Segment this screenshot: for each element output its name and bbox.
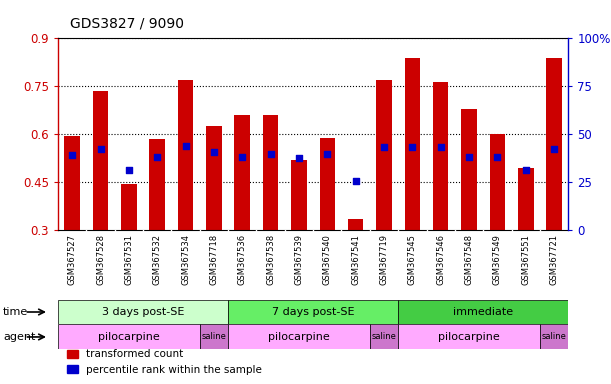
Text: GSM367531: GSM367531: [125, 234, 133, 285]
Text: 7 days post-SE: 7 days post-SE: [272, 307, 354, 317]
Text: GSM367546: GSM367546: [436, 234, 445, 285]
Text: saline: saline: [371, 333, 397, 341]
Text: saline: saline: [202, 333, 226, 341]
Point: [124, 167, 134, 173]
Bar: [93, 91, 108, 230]
FancyBboxPatch shape: [228, 300, 398, 324]
Text: time: time: [3, 307, 28, 317]
Text: pilocarpine: pilocarpine: [438, 332, 500, 342]
Bar: [178, 80, 194, 230]
Point: [521, 167, 530, 173]
Bar: [291, 160, 307, 230]
Text: GDS3827 / 9090: GDS3827 / 9090: [70, 17, 185, 31]
Text: GSM367534: GSM367534: [181, 234, 190, 285]
Bar: [235, 115, 250, 230]
Point: [209, 149, 219, 155]
Point: [181, 142, 191, 149]
Text: GSM367532: GSM367532: [153, 234, 162, 285]
Legend: transformed count, percentile rank within the sample: transformed count, percentile rank withi…: [64, 345, 266, 379]
Bar: [404, 58, 420, 230]
Text: GSM367540: GSM367540: [323, 234, 332, 285]
Text: GSM367541: GSM367541: [351, 234, 360, 285]
Text: GSM367721: GSM367721: [549, 234, 558, 285]
Point: [379, 144, 389, 150]
Text: GSM367527: GSM367527: [68, 234, 77, 285]
Point: [152, 154, 162, 160]
Text: GSM367538: GSM367538: [266, 234, 275, 285]
Bar: [263, 115, 279, 230]
Text: GSM367545: GSM367545: [408, 234, 417, 285]
Point: [67, 152, 77, 158]
Bar: [320, 137, 335, 230]
Point: [266, 151, 276, 157]
Text: saline: saline: [541, 333, 566, 341]
Text: GSM367719: GSM367719: [379, 234, 389, 285]
Bar: [348, 219, 364, 230]
Text: GSM367539: GSM367539: [295, 234, 304, 285]
Point: [549, 146, 559, 152]
FancyBboxPatch shape: [398, 324, 540, 349]
FancyBboxPatch shape: [228, 324, 370, 349]
Point: [351, 178, 360, 184]
Bar: [461, 109, 477, 230]
Bar: [518, 168, 533, 230]
Point: [294, 155, 304, 161]
FancyBboxPatch shape: [58, 300, 228, 324]
FancyBboxPatch shape: [200, 324, 228, 349]
Bar: [546, 58, 562, 230]
Bar: [489, 134, 505, 230]
Text: GSM367718: GSM367718: [210, 234, 219, 285]
Bar: [206, 126, 222, 230]
Text: GSM367549: GSM367549: [493, 234, 502, 285]
Point: [492, 154, 502, 160]
Text: pilocarpine: pilocarpine: [268, 332, 330, 342]
Bar: [150, 139, 165, 230]
Text: GSM367528: GSM367528: [96, 234, 105, 285]
FancyBboxPatch shape: [58, 324, 200, 349]
Point: [464, 154, 474, 160]
Point: [238, 154, 247, 160]
FancyBboxPatch shape: [540, 324, 568, 349]
Bar: [121, 184, 137, 230]
Bar: [64, 136, 80, 230]
Point: [436, 144, 445, 150]
Bar: [376, 80, 392, 230]
Point: [96, 146, 106, 152]
Text: 3 days post-SE: 3 days post-SE: [102, 307, 185, 317]
FancyBboxPatch shape: [370, 324, 398, 349]
Text: immediate: immediate: [453, 307, 513, 317]
Text: GSM367536: GSM367536: [238, 234, 247, 285]
Text: agent: agent: [3, 332, 35, 342]
Text: GSM367548: GSM367548: [464, 234, 474, 285]
Text: GSM367551: GSM367551: [521, 234, 530, 285]
Bar: [433, 81, 448, 230]
Point: [408, 144, 417, 150]
Point: [323, 151, 332, 157]
Text: pilocarpine: pilocarpine: [98, 332, 160, 342]
FancyBboxPatch shape: [398, 300, 568, 324]
